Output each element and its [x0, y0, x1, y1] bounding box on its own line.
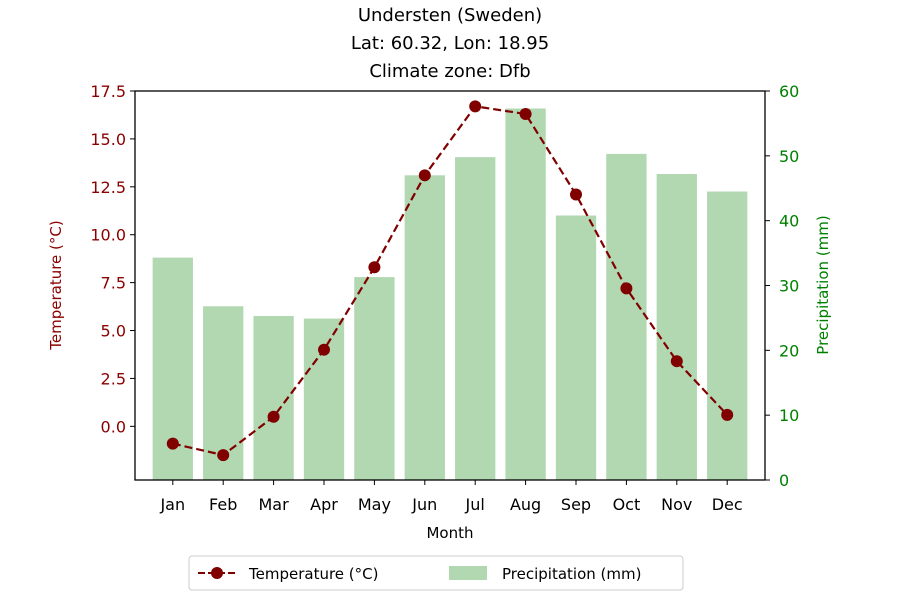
- left-tick-label: 12.5: [90, 178, 126, 197]
- temperature-point-apr: [318, 343, 330, 356]
- legend-temperature-label: Temperature (°C): [248, 565, 378, 583]
- temperature-point-may: [368, 261, 381, 274]
- left-tick-label: 17.5: [90, 82, 126, 101]
- x-tick-label-jan: Jan: [159, 495, 185, 514]
- temperature-series: [166, 100, 734, 462]
- x-tick-label-aug: Aug: [510, 495, 541, 514]
- temperature-point-dec: [721, 408, 734, 421]
- temperature-point-mar: [267, 410, 280, 423]
- precipitation-bar-apr: [303, 318, 345, 480]
- title-line-2: Lat: 60.32, Lon: 18.95: [351, 33, 549, 54]
- left-tick-label: 15.0: [90, 130, 126, 149]
- legend: Temperature (°C) Precipitation (mm): [188, 555, 684, 591]
- precipitation-bar-sep: [555, 215, 597, 481]
- right-tick-label: 20: [779, 341, 799, 360]
- temperature-point-nov: [670, 355, 683, 368]
- precipitation-bar-dec: [707, 191, 748, 480]
- chart-title: Understen (Sweden) Lat: 60.32, Lon: 18.9…: [351, 5, 549, 82]
- legend-temperature-marker-icon: [211, 567, 223, 579]
- x-tick-label-oct: Oct: [613, 495, 641, 514]
- temperature-point-sep: [570, 188, 582, 201]
- title-line-3: Climate zone: Dfb: [369, 61, 530, 82]
- right-y-axis: 0 10 20 30 40 50 60: [765, 82, 799, 490]
- temperature-point-jun: [418, 169, 431, 182]
- right-tick-label: 50: [779, 147, 799, 166]
- right-tick-label: 60: [779, 82, 799, 101]
- x-tick-label-nov: Nov: [661, 495, 692, 514]
- left-tick-label: 2.5: [101, 369, 126, 388]
- x-tick-label-jul: Jul: [465, 495, 485, 514]
- precipitation-bar-nov: [656, 173, 697, 480]
- temperature-point-feb: [217, 449, 230, 462]
- temperature-point-jan: [166, 437, 179, 450]
- temperature-point-oct: [620, 282, 633, 295]
- right-tick-label: 30: [779, 277, 799, 296]
- precipitation-bar-jul: [455, 157, 496, 480]
- left-tick-label: 10.0: [90, 226, 126, 245]
- precipitation-bar-may: [354, 277, 395, 480]
- left-y-axis: 0.0 2.5 5.0 7.5 10.0 12.5 15.0 17.5: [90, 82, 135, 436]
- legend-precipitation-swatch-icon: [449, 566, 487, 580]
- right-tick-label: 40: [779, 212, 799, 231]
- left-tick-label: 5.0: [101, 322, 126, 341]
- x-tick-label-sep: Sep: [561, 495, 591, 514]
- precipitation-bars: [152, 108, 748, 481]
- precipitation-bar-aug: [505, 108, 546, 480]
- x-tick-label-jun: Jun: [411, 495, 437, 514]
- legend-box: [188, 555, 684, 591]
- title-line-1: Understen (Sweden): [358, 5, 542, 26]
- x-axis: Jan Feb Mar Apr May Jun Jul Aug Sep Oct Nov Dec: [159, 480, 743, 514]
- precipitation-bar-jun: [404, 175, 445, 481]
- left-tick-label: 0.0: [101, 417, 126, 436]
- precipitation-bar-oct: [606, 153, 647, 480]
- left-y-axis-label: Temperature (°C): [47, 220, 65, 350]
- x-tick-label-feb: Feb: [209, 495, 237, 514]
- temperature-point-aug: [519, 107, 532, 120]
- x-tick-label-may: May: [358, 495, 391, 514]
- x-tick-label-mar: Mar: [259, 495, 290, 514]
- right-tick-label: 0: [779, 471, 789, 490]
- right-tick-label: 10: [779, 406, 799, 425]
- x-tick-label-dec: Dec: [712, 495, 743, 514]
- right-y-axis-label: Precipitation (mm): [814, 215, 832, 354]
- temperature-point-jul: [469, 100, 482, 113]
- legend-precipitation-label: Precipitation (mm): [502, 565, 641, 583]
- x-tick-label-apr: Apr: [310, 495, 338, 514]
- x-axis-label: Month: [426, 524, 473, 542]
- left-tick-label: 7.5: [101, 274, 126, 293]
